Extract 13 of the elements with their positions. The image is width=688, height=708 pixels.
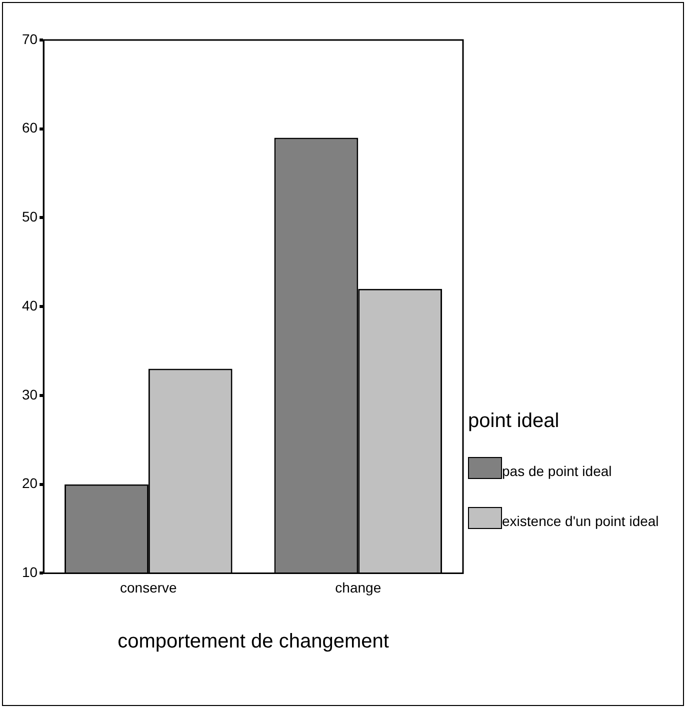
- legend-label: pas de point ideal: [502, 462, 612, 481]
- y-tick-label: 70: [22, 30, 38, 47]
- y-tick-label: 40: [22, 297, 38, 314]
- x-axis-title: comportement de changement: [118, 630, 390, 653]
- y-tick-label: 60: [22, 120, 38, 136]
- x-tick-label: change: [335, 579, 382, 596]
- y-tick-label: 10: [22, 564, 38, 580]
- y-tick-label: 20: [22, 475, 38, 492]
- legend-label: existence d'un point ideal: [502, 512, 659, 531]
- legend-title: point ideal: [468, 410, 560, 433]
- y-tick-label: 30: [22, 386, 38, 402]
- y-tick-label: 50: [22, 208, 38, 225]
- x-tick-label: conserve: [120, 579, 178, 596]
